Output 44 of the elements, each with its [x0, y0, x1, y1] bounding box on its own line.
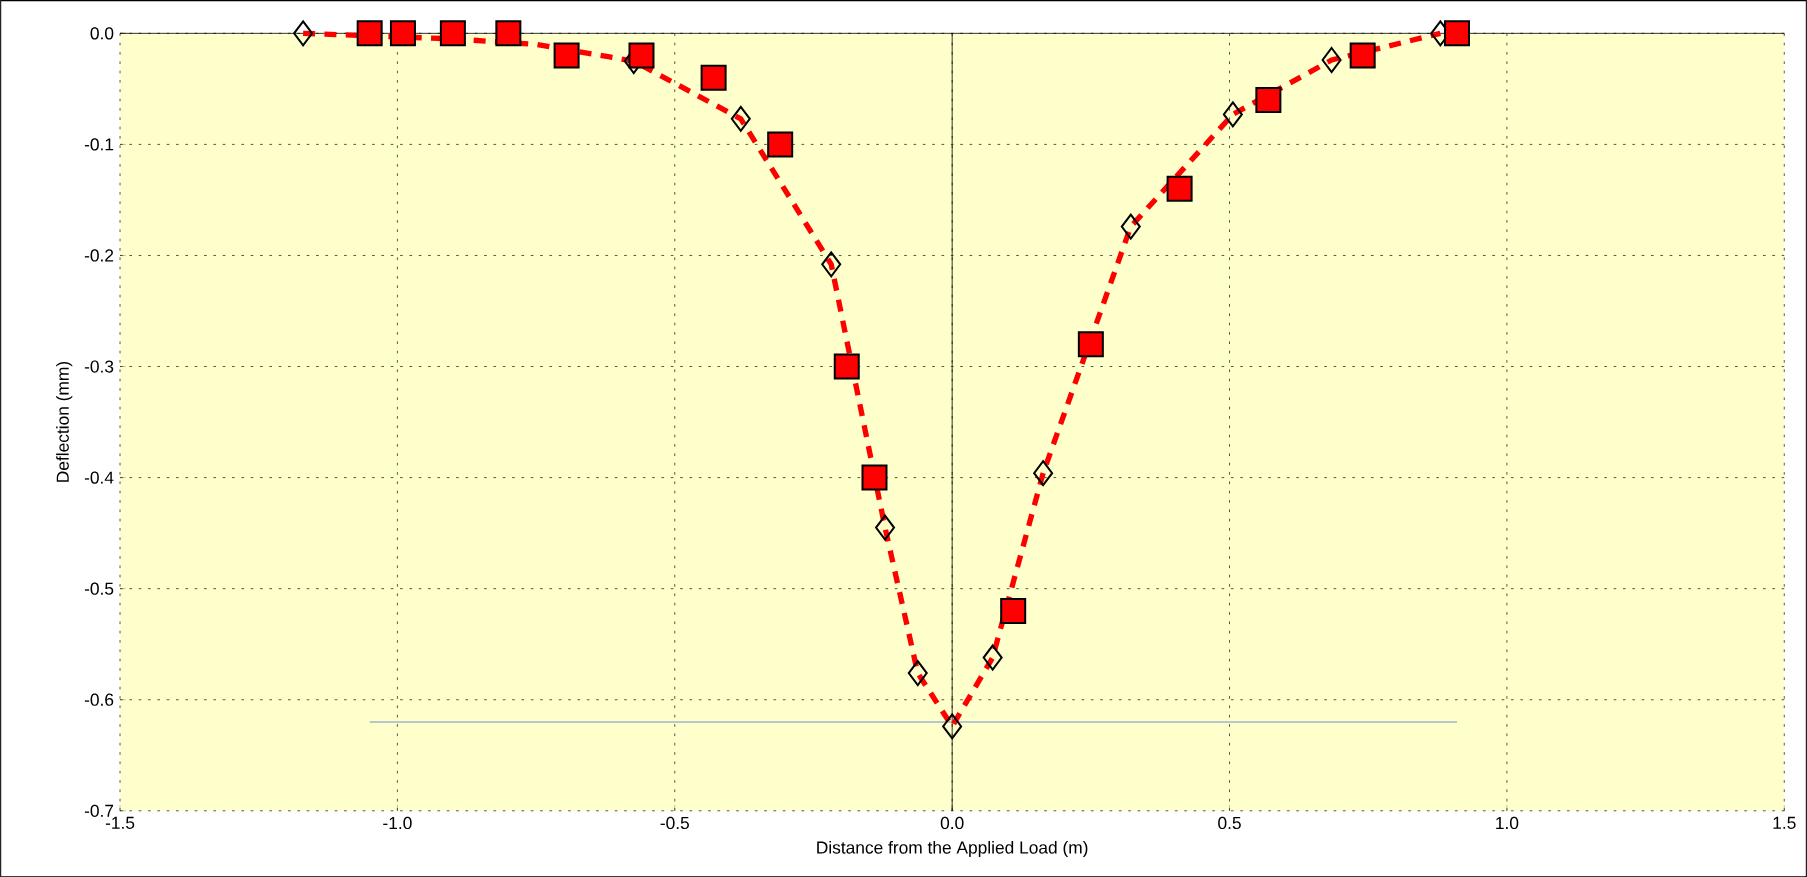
point: [1222, 101, 1243, 128]
point: [1077, 331, 1104, 358]
x-tick-label: -1.0: [383, 816, 412, 829]
point: [730, 105, 751, 132]
point: [821, 251, 842, 278]
x-tick-label: 1.5: [1773, 816, 1796, 829]
y-tick-label: -0.6: [84, 693, 114, 706]
point: [942, 713, 963, 740]
point: [389, 20, 416, 47]
point: [875, 514, 896, 541]
y-tick-label: -0.1: [84, 138, 114, 151]
point: [1443, 20, 1470, 47]
point: [1033, 459, 1054, 486]
point: [293, 20, 314, 47]
y-tick-label: -0.2: [84, 249, 114, 262]
point: [907, 659, 928, 686]
point: [628, 42, 655, 69]
point: [700, 64, 727, 91]
point: [356, 20, 383, 47]
x-tick-label: -0.5: [660, 816, 689, 829]
point: [1120, 213, 1141, 240]
x-tick-label: 0.5: [1218, 816, 1241, 829]
y-tick-label: -0.4: [84, 471, 114, 484]
y-tick-label: -0.5: [84, 582, 114, 595]
point: [439, 20, 466, 47]
point: [1349, 42, 1376, 69]
x-tick-label: -1.5: [105, 816, 135, 829]
x-tick-label: 0.0: [940, 816, 964, 829]
x-axis-title: Distance from the Applied Load (m): [817, 840, 1088, 857]
y-tick-label: -0.3: [84, 360, 114, 373]
point: [767, 131, 794, 158]
point: [1166, 175, 1193, 202]
y-tick-label: -0.7: [84, 804, 114, 817]
point: [1255, 86, 1282, 113]
point: [1000, 597, 1027, 624]
y-axis-title: Deflection (mm): [56, 361, 73, 482]
y-tick-label: 0.0: [90, 26, 114, 40]
x-tick-label: 1.0: [1496, 816, 1519, 829]
point: [982, 644, 1003, 671]
point: [495, 20, 522, 47]
point: [861, 464, 888, 491]
point: [833, 353, 860, 380]
point: [553, 42, 580, 69]
point: [1321, 46, 1342, 73]
